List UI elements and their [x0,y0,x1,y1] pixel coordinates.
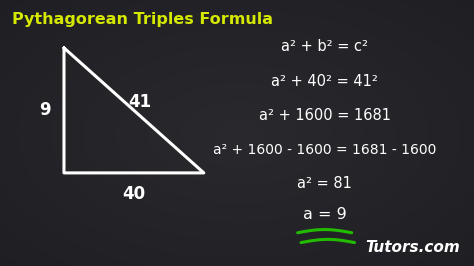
Text: a² = 81: a² = 81 [297,176,352,191]
Text: 41: 41 [128,93,151,111]
Text: 9: 9 [39,101,51,119]
Text: a² + 1600 = 1681: a² + 1600 = 1681 [259,108,391,123]
Text: a² + 1600 - 1600 = 1681 - 1600: a² + 1600 - 1600 = 1681 - 1600 [213,143,437,157]
Text: a = 9: a = 9 [303,207,346,222]
Text: 40: 40 [122,185,145,203]
Text: Pythagorean Triples Formula: Pythagorean Triples Formula [12,12,273,27]
Text: a² + b² = c²: a² + b² = c² [281,39,368,54]
Text: a² + 40² = 41²: a² + 40² = 41² [271,74,378,89]
Text: Tutors.com: Tutors.com [365,240,460,255]
